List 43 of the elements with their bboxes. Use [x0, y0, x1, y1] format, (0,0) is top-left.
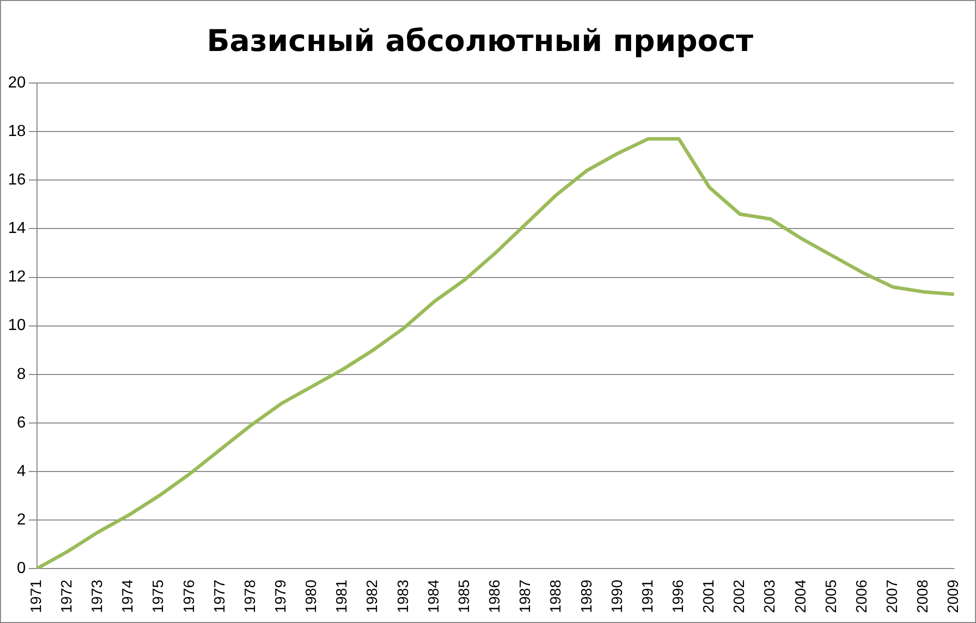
- x-tick-label: 1996: [670, 580, 687, 614]
- x-tick-label: 1984: [425, 580, 442, 614]
- y-tick-label: 16: [8, 172, 26, 189]
- y-tick-label: 18: [8, 122, 26, 140]
- x-tick-label: 1971: [28, 580, 45, 614]
- x-tick-label: 2001: [700, 580, 718, 614]
- y-tick-label: 20: [8, 74, 26, 92]
- x-tick-label: 1989: [578, 580, 596, 614]
- x-tick-label: 1991: [639, 580, 656, 614]
- y-tick-label: 8: [16, 366, 26, 383]
- x-tick-label: 1985: [456, 580, 473, 614]
- y-tick-label: 0: [16, 560, 26, 578]
- x-tick-label: 1977: [211, 580, 228, 614]
- x-tick-label: 1973: [89, 580, 106, 614]
- x-tick-label: 2009: [945, 580, 962, 614]
- x-tick-label: 1975: [150, 580, 168, 614]
- chart-title: Базисный абсолютный прирост: [206, 24, 754, 59]
- y-tick-label: 14: [8, 220, 26, 238]
- x-tick-label: 1972: [58, 580, 76, 614]
- x-tick-label: 1981: [334, 580, 351, 614]
- x-tick-label: 1990: [608, 580, 626, 614]
- y-tick-label: 2: [16, 511, 26, 528]
- x-tick-label: 1982: [364, 580, 382, 614]
- x-tick-label: 2002: [731, 580, 748, 614]
- x-tick-label: 1976: [180, 580, 198, 614]
- x-tick-label: 2008: [914, 580, 932, 614]
- x-tick-label: 1983: [394, 580, 412, 614]
- x-tick-label: 1988: [548, 580, 565, 614]
- y-tick-label: 12: [8, 268, 26, 286]
- x-tick-label: 1974: [120, 580, 137, 614]
- x-tick-label: 1980: [303, 580, 320, 614]
- x-tick-label: 2004: [792, 580, 810, 614]
- x-tick-label: 1978: [242, 580, 259, 614]
- y-tick-label: 10: [8, 317, 26, 334]
- x-tick-label: 2005: [822, 580, 840, 614]
- y-tick-label: 6: [16, 414, 26, 432]
- x-tick-label: 2003: [762, 580, 779, 614]
- x-tick-label: 2006: [853, 580, 870, 614]
- x-tick-label: 1987: [517, 580, 534, 614]
- x-tick-label: 1986: [486, 580, 504, 614]
- y-tick-label: 4: [16, 462, 26, 480]
- x-tick-label: 2007: [884, 580, 901, 614]
- x-tick-label: 1979: [272, 580, 290, 614]
